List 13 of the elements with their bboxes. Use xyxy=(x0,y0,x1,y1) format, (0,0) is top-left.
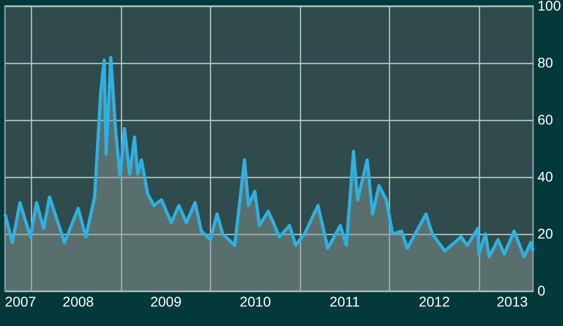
y-tick-label: 100 xyxy=(538,0,562,14)
x-tick-label: 2013 xyxy=(496,294,528,310)
x-tick-label: 2009 xyxy=(150,294,182,310)
y-tick-label: 20 xyxy=(538,226,554,242)
y-tick-label: 60 xyxy=(538,112,554,128)
x-tick-label: 2012 xyxy=(418,294,450,310)
y-tick-label: 80 xyxy=(538,54,554,70)
y-tick-label: 0 xyxy=(538,282,546,298)
x-tick-label: 2010 xyxy=(240,294,272,310)
y-tick-label: 40 xyxy=(538,168,554,184)
x-tick-label: 2008 xyxy=(62,294,94,310)
x-tick-label: 2007 xyxy=(4,294,36,310)
x-tick-label: 2011 xyxy=(330,294,360,310)
